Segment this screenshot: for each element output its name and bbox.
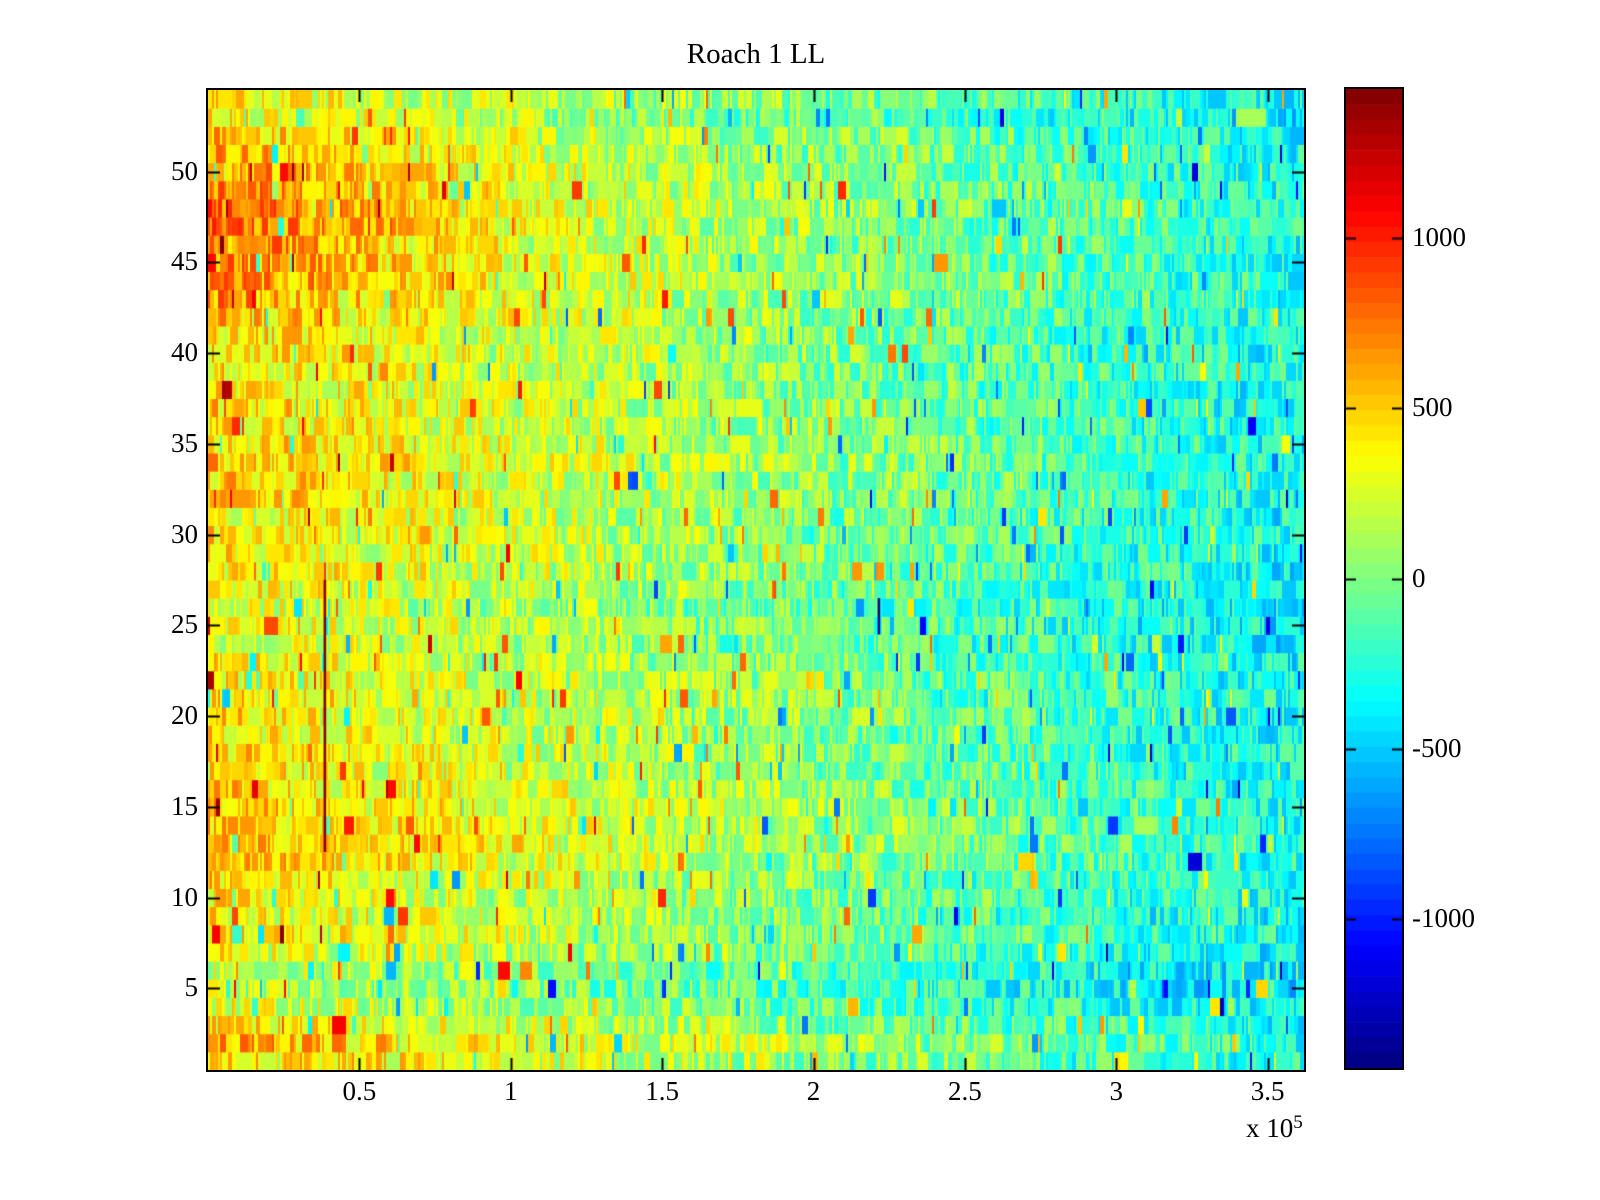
x-tick-label: 0.5 — [342, 1076, 377, 1106]
x-axis-exponent-base: x 10 — [1246, 1113, 1294, 1143]
y-tick-label: 20 — [171, 700, 198, 731]
y-tick-label: 15 — [171, 790, 198, 821]
y-tick-label: 30 — [171, 518, 198, 549]
y-tick-label: 25 — [171, 609, 198, 640]
colorbar-tick-label: -1000 — [1412, 903, 1475, 934]
colorbar-tick-label: 1000 — [1412, 221, 1466, 252]
y-tick-label: 40 — [171, 337, 198, 368]
plot-area — [206, 88, 1306, 1072]
colorbar-tick-label: -500 — [1412, 732, 1462, 763]
y-tick-label: 50 — [171, 155, 198, 186]
x-tick-label: 1 — [504, 1076, 518, 1106]
y-tick-label: 5 — [184, 972, 199, 1003]
x-axis-exponent-power: 5 — [1293, 1112, 1303, 1133]
colorbar-canvas — [1346, 89, 1402, 1068]
x-tick-label: 3 — [1109, 1076, 1124, 1106]
y-tick-label: 10 — [171, 881, 198, 912]
colorbar-tick-label: 500 — [1412, 392, 1453, 423]
y-tick-label: 45 — [171, 246, 198, 277]
colorbar-tick-label: 0 — [1412, 562, 1426, 593]
x-axis-exponent-label: x 105 — [1246, 1112, 1303, 1144]
x-tick-label: 2.5 — [948, 1076, 982, 1106]
x-tick-label: 1.5 — [645, 1076, 680, 1106]
colorbar — [1344, 87, 1404, 1070]
y-tick-label: 35 — [171, 427, 198, 458]
x-tick-label: 2 — [806, 1076, 821, 1106]
chart-title: Roach 1 LL — [686, 38, 826, 70]
heatmap-canvas — [208, 90, 1304, 1070]
x-tick-label: 3.5 — [1250, 1076, 1285, 1106]
